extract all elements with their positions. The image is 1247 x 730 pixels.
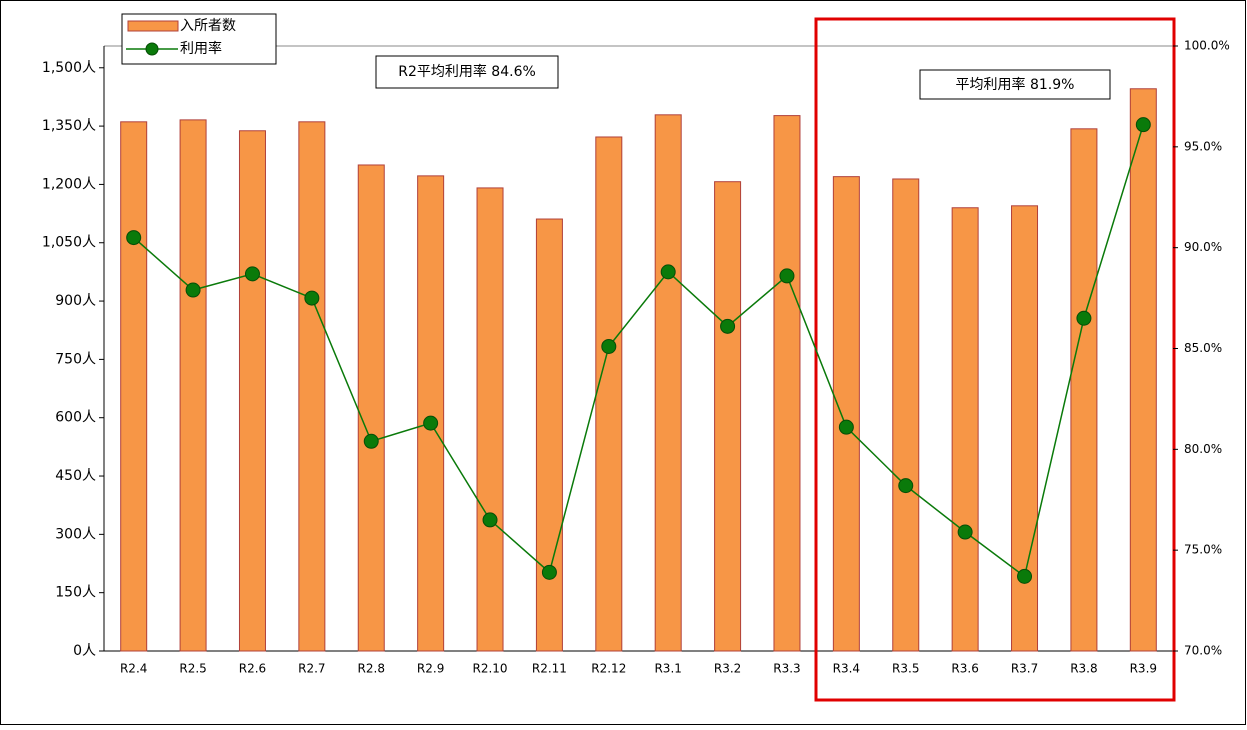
marker [957, 524, 973, 540]
y-tick-label: 1,200人 [42, 176, 96, 192]
x-tick-label: R2.4 [120, 662, 147, 676]
bar [714, 181, 742, 652]
x-tick-label: R3.9 [1130, 662, 1157, 676]
bar [595, 136, 623, 652]
bar [1070, 128, 1098, 652]
marker [1017, 568, 1033, 584]
y-tick-label: 750人 [55, 351, 96, 367]
bar [417, 175, 445, 652]
bar [357, 164, 385, 652]
marker [838, 419, 854, 435]
marker [1135, 117, 1151, 133]
marker [660, 264, 676, 280]
annotation-box [919, 69, 1111, 100]
bar [1129, 88, 1157, 652]
y-tick-label: 600人 [55, 410, 96, 426]
marker [482, 512, 498, 528]
marker [126, 230, 142, 246]
y2-tick-label: 70.0% [1184, 644, 1222, 658]
x-tick-label: R2.11 [532, 662, 567, 676]
y-tick-label: 1,050人 [42, 235, 96, 251]
y-tick-label: 0人 [73, 643, 96, 659]
marker [541, 564, 557, 580]
bar [179, 119, 207, 652]
marker [898, 478, 914, 494]
bar [1011, 205, 1039, 652]
marker [601, 338, 617, 354]
x-tick-label: R3.2 [714, 662, 741, 676]
y2-tick-label: 90.0% [1184, 240, 1222, 254]
legend-label: 利用率 [180, 40, 222, 57]
y2-tick-label: 85.0% [1184, 341, 1222, 355]
bar [654, 114, 682, 652]
annotation: 平均利用率 81.9% [956, 76, 1075, 93]
x-tick-label: R2.7 [298, 662, 325, 676]
y-tick-label: 450人 [55, 468, 96, 484]
x-tick-label: R3.4 [833, 662, 860, 676]
marker [185, 282, 201, 298]
x-tick-label: R3.7 [1011, 662, 1038, 676]
bar [238, 130, 266, 652]
legend-label: 入所者数 [180, 18, 236, 34]
marker [779, 268, 795, 284]
y-tick-label: 300人 [55, 526, 96, 542]
marker [1076, 310, 1092, 326]
x-tick-label: R2.6 [239, 662, 266, 676]
marker [244, 266, 260, 282]
y2-tick-label: 75.0% [1184, 543, 1222, 557]
y2-tick-label: 100.0% [1184, 39, 1230, 53]
x-tick-label: R3.3 [773, 662, 800, 676]
marker [423, 415, 439, 431]
bar [476, 187, 504, 652]
y2-tick-label: 80.0% [1184, 442, 1222, 456]
x-tick-label: R2.8 [358, 662, 385, 676]
x-tick-label: R3.6 [951, 662, 978, 676]
marker [363, 433, 379, 449]
bar [298, 121, 326, 652]
bar [832, 176, 860, 652]
y-tick-label: 1,350人 [42, 118, 96, 134]
marker [304, 290, 320, 306]
legend [121, 13, 277, 65]
legend-swatch [127, 20, 179, 32]
line [133, 124, 1145, 578]
bar [535, 218, 563, 652]
x-tick-label: R2.10 [472, 662, 507, 676]
x-tick-label: R3.8 [1070, 662, 1097, 676]
legend-swatch [145, 42, 159, 56]
y-tick-label: 900人 [55, 293, 96, 309]
bar [120, 121, 148, 652]
bar [773, 115, 801, 652]
x-tick-label: R3.5 [892, 662, 919, 676]
annotation: R2平均利用率 84.6% [398, 63, 536, 80]
x-tick-label: R2.12 [591, 662, 626, 676]
bar [892, 178, 920, 652]
y2-tick-label: 95.0% [1184, 139, 1222, 153]
y-tick-label: 1,500人 [42, 60, 96, 76]
x-tick-label: R3.1 [654, 662, 681, 676]
bar [951, 207, 979, 652]
annotation-box [375, 55, 559, 89]
marker [720, 318, 736, 334]
y-tick-label: 150人 [55, 585, 96, 601]
highlight-box [814, 17, 1176, 702]
x-tick-label: R2.5 [179, 662, 206, 676]
x-tick-label: R2.9 [417, 662, 444, 676]
